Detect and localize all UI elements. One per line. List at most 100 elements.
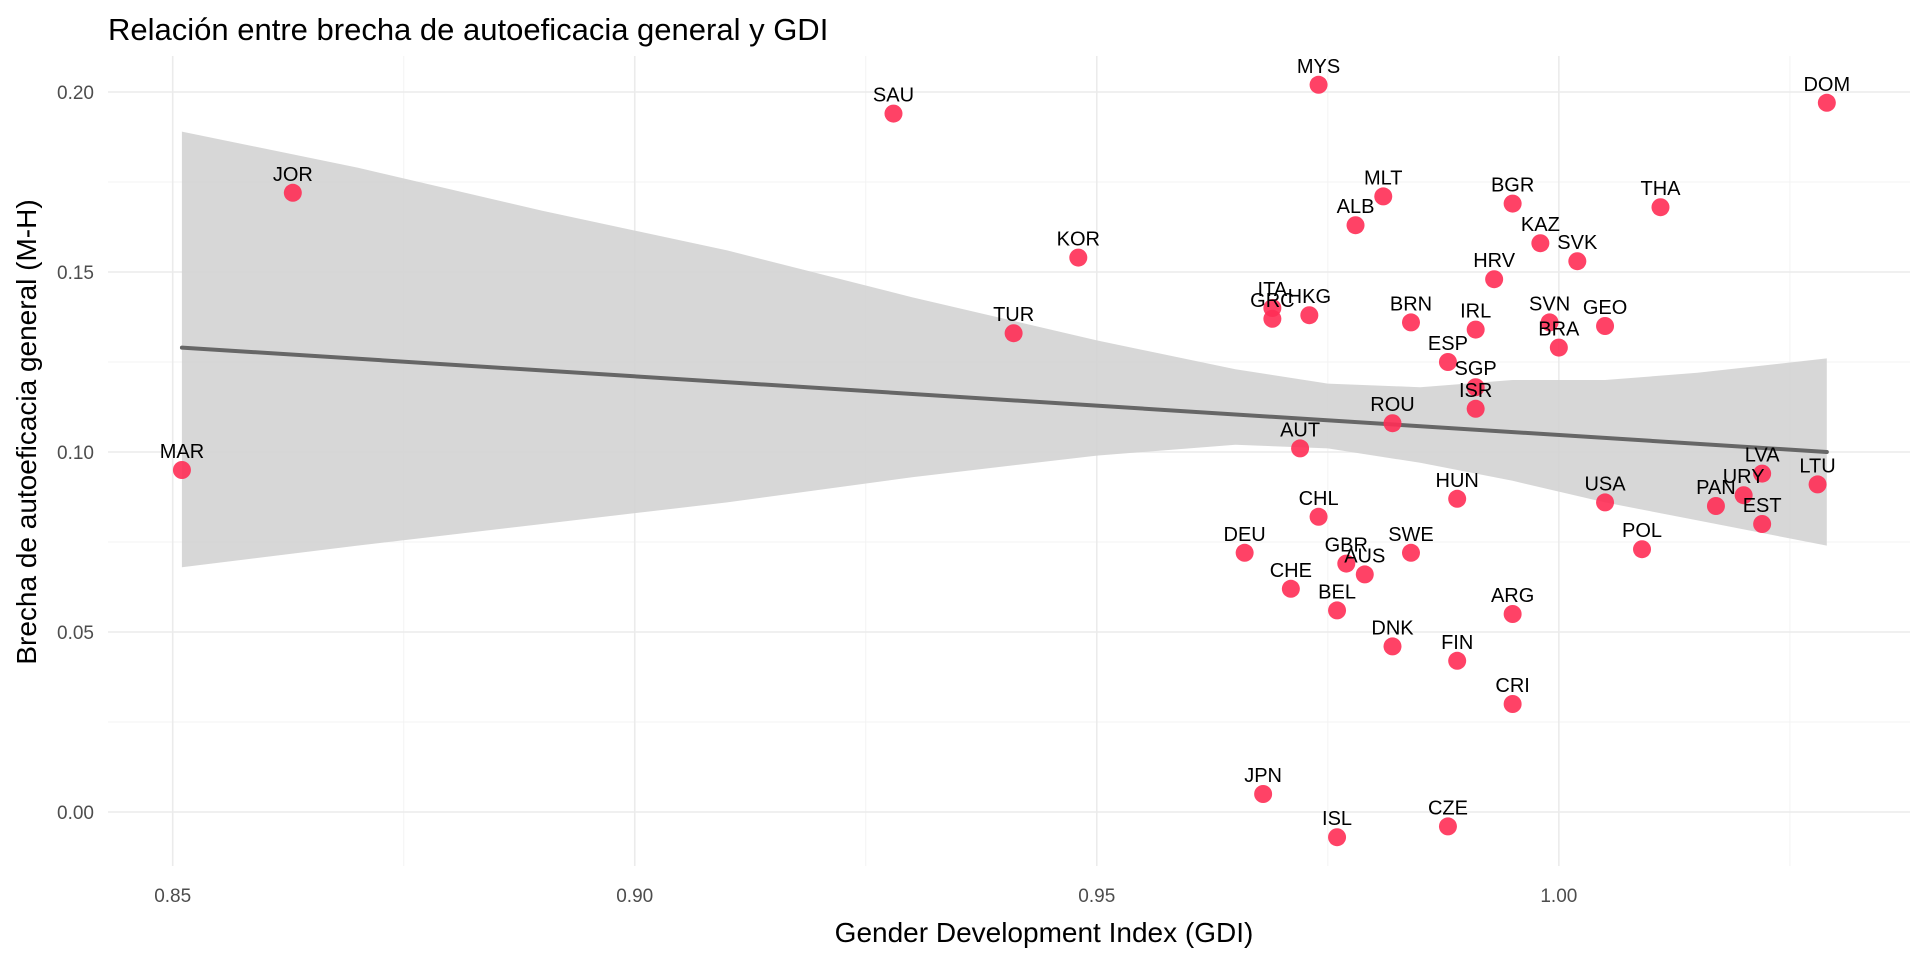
chart-title: Relación entre brecha de autoeficacia ge… xyxy=(108,12,828,47)
point-label: CHE xyxy=(1270,560,1312,582)
point-label: LTU xyxy=(1799,455,1835,477)
point-label: THA xyxy=(1640,178,1681,200)
point-label: MAR xyxy=(160,441,204,463)
data-point xyxy=(1401,313,1420,332)
point-label: HKG xyxy=(1288,286,1331,308)
y-axis-ticks: 0.00 0.05 0.10 0.15 0.20 xyxy=(57,83,94,824)
point-label: KOR xyxy=(1057,229,1100,251)
point-label: KAZ xyxy=(1521,214,1560,236)
point-label: JPN xyxy=(1244,765,1282,787)
point-label: DEU xyxy=(1224,524,1266,546)
x-tick-label: 0.85 xyxy=(154,886,191,907)
data-point xyxy=(1540,313,1559,332)
point-label: GRC xyxy=(1250,290,1294,312)
data-point xyxy=(1263,309,1282,328)
point-label: LVA xyxy=(1745,445,1780,467)
data-point xyxy=(1448,651,1467,670)
y-tick-label: 0.10 xyxy=(57,443,94,464)
point-label: BGR xyxy=(1491,175,1534,197)
data-point xyxy=(1633,540,1652,559)
data-point xyxy=(1355,565,1374,584)
point-label: MLT xyxy=(1364,167,1403,189)
data-point xyxy=(1503,605,1522,623)
point-label: SGP xyxy=(1455,358,1497,380)
data-point xyxy=(1374,187,1393,206)
data-point xyxy=(1254,785,1273,803)
point-label: BRN xyxy=(1390,293,1432,315)
confidence-band xyxy=(181,131,1827,568)
x-axis-ticks: 0.85 0.90 0.95 1.00 xyxy=(154,886,1577,907)
point-label: ESP xyxy=(1428,333,1468,355)
point-label: PAN xyxy=(1696,477,1736,499)
point-label: TUR xyxy=(993,304,1034,326)
data-point xyxy=(1808,475,1827,494)
x-axis-title: Gender Development Index (GDI) xyxy=(835,917,1254,948)
y-tick-label: 0.00 xyxy=(57,803,94,824)
point-label: CRI xyxy=(1495,675,1529,697)
point-label: IRL xyxy=(1460,301,1491,323)
data-point xyxy=(1328,601,1347,620)
data-point xyxy=(1596,317,1615,335)
data-point xyxy=(1235,543,1254,562)
point-label: DNK xyxy=(1371,617,1414,639)
data-point xyxy=(1466,399,1485,418)
data-point xyxy=(1309,507,1328,526)
point-label: SVN xyxy=(1529,293,1570,315)
point-label: BRA xyxy=(1538,319,1580,341)
data-point xyxy=(1004,324,1023,343)
point-label: SAU xyxy=(873,85,914,107)
point-label: GBR xyxy=(1325,535,1368,557)
point-label: ROU xyxy=(1370,394,1414,416)
data-point xyxy=(1596,493,1615,512)
data-point xyxy=(1069,248,1088,267)
data-point xyxy=(1448,489,1467,508)
data-point xyxy=(1568,252,1587,271)
data-point xyxy=(1291,439,1310,458)
data-point xyxy=(1438,817,1457,836)
trend-line xyxy=(179,345,1829,454)
data-point xyxy=(1438,353,1457,371)
y-tick-label: 0.20 xyxy=(57,83,94,104)
data-point xyxy=(884,104,903,123)
point-label: ALB xyxy=(1337,196,1375,218)
data-point xyxy=(1346,216,1365,235)
data-point xyxy=(1281,579,1300,598)
point-label: POL xyxy=(1622,520,1662,542)
point-label: CHL xyxy=(1299,488,1339,510)
point-label: CZE xyxy=(1428,797,1468,819)
data-point xyxy=(172,461,191,479)
x-tick-label: 0.95 xyxy=(1078,886,1115,907)
data-point xyxy=(1734,486,1753,505)
point-label: EST xyxy=(1743,495,1782,517)
point-label: SWE xyxy=(1388,524,1434,546)
x-tick-label: 1.00 xyxy=(1540,886,1577,907)
trend-line-layer xyxy=(179,345,1829,454)
point-label: ISR xyxy=(1459,380,1492,402)
data-point xyxy=(1300,306,1319,325)
data-point xyxy=(1651,198,1670,217)
data-point xyxy=(283,183,302,202)
point-label: USA xyxy=(1584,473,1626,495)
point-label: HRV xyxy=(1473,250,1516,272)
data-point xyxy=(1485,270,1504,289)
point-label: ITA xyxy=(1258,279,1288,301)
data-point xyxy=(1401,543,1420,562)
data-point xyxy=(1753,464,1772,483)
data-point xyxy=(1753,515,1772,533)
point-label: JOR xyxy=(273,164,313,186)
point-label: AUT xyxy=(1280,419,1320,441)
point-label: FIN xyxy=(1441,632,1473,654)
point-label: SVK xyxy=(1557,232,1598,254)
data-point xyxy=(1466,320,1485,339)
point-label: URY xyxy=(1723,466,1765,488)
data-point xyxy=(1503,695,1522,713)
data-point xyxy=(1706,497,1725,515)
data-point xyxy=(1549,338,1568,357)
point-label: AUS xyxy=(1344,545,1385,567)
data-point xyxy=(1309,75,1328,94)
y-tick-label: 0.15 xyxy=(57,263,94,284)
point-label: HUN xyxy=(1436,470,1479,492)
y-tick-label: 0.05 xyxy=(57,623,94,644)
data-point xyxy=(1383,637,1402,656)
